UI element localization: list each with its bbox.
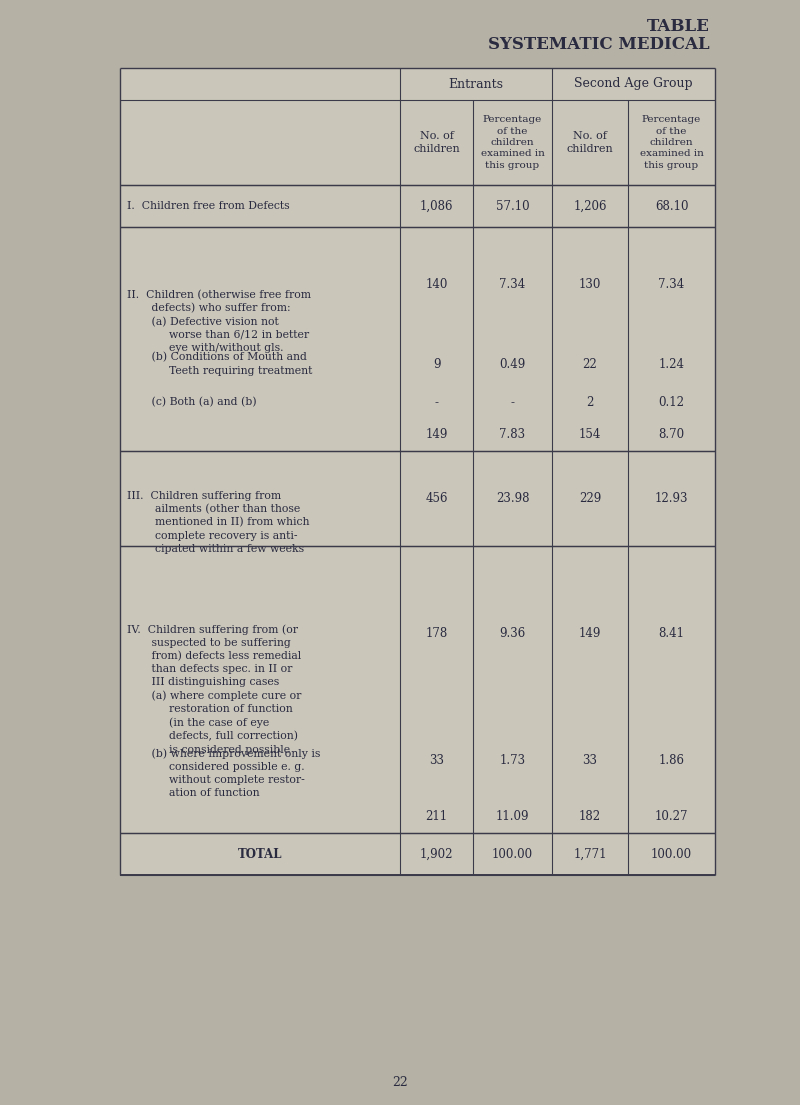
Text: 8.41: 8.41 <box>658 627 685 640</box>
Text: (c) Both (a) and (b): (c) Both (a) and (b) <box>127 398 257 408</box>
Text: 7.34: 7.34 <box>658 278 685 291</box>
Text: Percentage
of the
children
examined in
this group: Percentage of the children examined in t… <box>481 115 545 170</box>
Bar <box>120 69 715 875</box>
Text: 100.00: 100.00 <box>651 848 692 861</box>
Text: 149: 149 <box>579 627 601 640</box>
Text: III.  Children suffering from
        ailments (other than those
        mention: III. Children suffering from ailments (o… <box>127 491 310 554</box>
Text: 130: 130 <box>579 278 601 291</box>
Text: SYSTEMATIC MEDICAL: SYSTEMATIC MEDICAL <box>488 36 710 53</box>
Text: 1.86: 1.86 <box>658 755 685 768</box>
Text: 1,086: 1,086 <box>420 200 454 212</box>
Text: 1.73: 1.73 <box>499 755 526 768</box>
Text: 7.34: 7.34 <box>499 278 526 291</box>
Text: 9: 9 <box>433 358 440 370</box>
Text: Percentage
of the
children
examined in
this group: Percentage of the children examined in t… <box>639 115 703 170</box>
Text: II.  Children (otherwise free from
       defects) who suffer from:
       (a) D: II. Children (otherwise free from defect… <box>127 290 311 352</box>
Text: 229: 229 <box>579 492 601 505</box>
Text: 8.70: 8.70 <box>658 429 685 442</box>
Text: 178: 178 <box>426 627 448 640</box>
Text: No. of
children: No. of children <box>566 130 614 154</box>
Text: (b) where improvement only is
            considered possible e. g.
            : (b) where improvement only is considered… <box>127 748 320 798</box>
Text: (b) Conditions of Mouth and
            Teeth requiring treatment: (b) Conditions of Mouth and Teeth requir… <box>127 352 312 376</box>
Text: 12.93: 12.93 <box>654 492 688 505</box>
Text: 57.10: 57.10 <box>496 200 530 212</box>
Text: 33: 33 <box>429 755 444 768</box>
Text: 182: 182 <box>579 810 601 823</box>
Text: TABLE: TABLE <box>647 18 710 35</box>
Text: Second Age Group: Second Age Group <box>574 77 693 91</box>
Text: 0.49: 0.49 <box>499 358 526 370</box>
Text: TOTAL: TOTAL <box>238 848 282 861</box>
Text: 100.00: 100.00 <box>492 848 533 861</box>
Text: 1,902: 1,902 <box>420 848 454 861</box>
Text: 140: 140 <box>426 278 448 291</box>
Text: 2: 2 <box>586 396 594 409</box>
Text: 9.36: 9.36 <box>499 627 526 640</box>
Text: IV.  Children suffering from (or
       suspected to be suffering
       from) d: IV. Children suffering from (or suspecte… <box>127 624 302 755</box>
Text: 10.27: 10.27 <box>654 810 688 823</box>
Text: 154: 154 <box>579 429 601 442</box>
Text: 11.09: 11.09 <box>496 810 530 823</box>
Text: -: - <box>510 396 514 409</box>
Text: -: - <box>434 396 438 409</box>
Text: 211: 211 <box>426 810 447 823</box>
Text: I.  Children free from Defects: I. Children free from Defects <box>127 201 290 211</box>
Text: 7.83: 7.83 <box>499 429 526 442</box>
Text: 23.98: 23.98 <box>496 492 530 505</box>
Text: 1,206: 1,206 <box>574 200 606 212</box>
Text: 22: 22 <box>392 1075 408 1088</box>
Text: 22: 22 <box>582 358 598 370</box>
Text: No. of
children: No. of children <box>413 130 460 154</box>
Text: 456: 456 <box>426 492 448 505</box>
Text: 68.10: 68.10 <box>654 200 688 212</box>
Text: 33: 33 <box>582 755 598 768</box>
Text: 0.12: 0.12 <box>658 396 685 409</box>
Text: Entrants: Entrants <box>449 77 503 91</box>
Text: 1.24: 1.24 <box>658 358 685 370</box>
Text: 149: 149 <box>426 429 448 442</box>
Text: 1,771: 1,771 <box>574 848 606 861</box>
